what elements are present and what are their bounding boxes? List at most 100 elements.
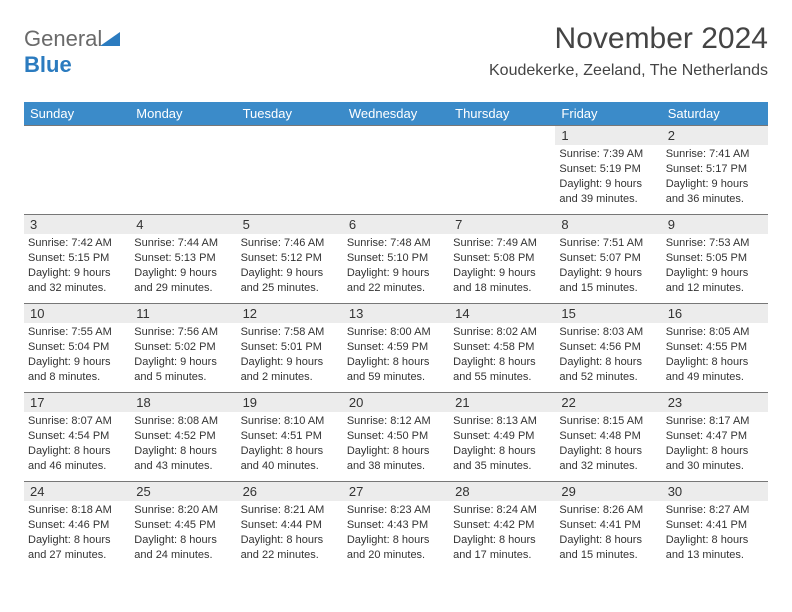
sunrise-text: Sunrise: 8:18 AM bbox=[28, 503, 126, 518]
sunrise-text: Sunrise: 7:56 AM bbox=[134, 325, 232, 340]
calendar-cell: 20Sunrise: 8:12 AMSunset: 4:50 PMDayligh… bbox=[343, 393, 449, 481]
calendar-cell: 30Sunrise: 8:27 AMSunset: 4:41 PMDayligh… bbox=[662, 482, 768, 570]
sunrise-text: Sunrise: 8:05 AM bbox=[666, 325, 764, 340]
day-number: 6 bbox=[343, 215, 449, 234]
calendar-cell: 18Sunrise: 8:08 AMSunset: 4:52 PMDayligh… bbox=[130, 393, 236, 481]
calendar-cell: 11Sunrise: 7:56 AMSunset: 5:02 PMDayligh… bbox=[130, 304, 236, 392]
sunset-text: Sunset: 5:08 PM bbox=[453, 251, 551, 266]
location-subtitle: Koudekerke, Zeeland, The Netherlands bbox=[489, 62, 768, 80]
sunset-text: Sunset: 4:58 PM bbox=[453, 340, 551, 355]
brand-logo: General Blue bbox=[24, 26, 120, 78]
daylight-text: Daylight: 8 hours and 17 minutes. bbox=[453, 533, 551, 563]
day-details: Sunrise: 7:41 AMSunset: 5:17 PMDaylight:… bbox=[662, 145, 768, 210]
day-number: 4 bbox=[130, 215, 236, 234]
day-number: 8 bbox=[555, 215, 661, 234]
sunrise-text: Sunrise: 8:23 AM bbox=[347, 503, 445, 518]
sunset-text: Sunset: 4:44 PM bbox=[241, 518, 339, 533]
daylight-text: Daylight: 8 hours and 24 minutes. bbox=[134, 533, 232, 563]
day-details: Sunrise: 7:39 AMSunset: 5:19 PMDaylight:… bbox=[555, 145, 661, 210]
calendar-cell: 10Sunrise: 7:55 AMSunset: 5:04 PMDayligh… bbox=[24, 304, 130, 392]
day-details: Sunrise: 7:53 AMSunset: 5:05 PMDaylight:… bbox=[662, 234, 768, 299]
calendar-cell: 3Sunrise: 7:42 AMSunset: 5:15 PMDaylight… bbox=[24, 215, 130, 303]
sunset-text: Sunset: 4:43 PM bbox=[347, 518, 445, 533]
calendar-cell: 4 Sunrise: 7:44 AMSunset: 5:13 PMDaylight… bbox=[130, 215, 236, 303]
sunset-text: Sunset: 5:19 PM bbox=[559, 162, 657, 177]
day-details: Sunrise: 8:13 AMSunset: 4:49 PMDaylight:… bbox=[449, 412, 555, 477]
dow-label: Saturday bbox=[662, 102, 768, 125]
day-details: Sunrise: 8:12 AMSunset: 4:50 PMDaylight:… bbox=[343, 412, 449, 477]
daylight-text: Daylight: 9 hours and 12 minutes. bbox=[666, 266, 764, 296]
daylight-text: Daylight: 8 hours and 32 minutes. bbox=[559, 444, 657, 474]
sunrise-text: Sunrise: 8:13 AM bbox=[453, 414, 551, 429]
sunset-text: Sunset: 5:15 PM bbox=[28, 251, 126, 266]
calendar-cell-empty bbox=[130, 126, 236, 214]
calendar-cell: 6 Sunrise: 7:48 AMSunset: 5:10 PMDaylight… bbox=[343, 215, 449, 303]
sunrise-text: Sunrise: 8:10 AM bbox=[241, 414, 339, 429]
calendar-cell: 15Sunrise: 8:03 AMSunset: 4:56 PMDayligh… bbox=[555, 304, 661, 392]
daylight-text: Daylight: 8 hours and 35 minutes. bbox=[453, 444, 551, 474]
daylight-text: Daylight: 8 hours and 52 minutes. bbox=[559, 355, 657, 385]
sunset-text: Sunset: 5:12 PM bbox=[241, 251, 339, 266]
day-number: 3 bbox=[24, 215, 130, 234]
day-number: 22 bbox=[555, 393, 661, 412]
calendar-cell: 1Sunrise: 7:39 AMSunset: 5:19 PMDaylight… bbox=[555, 126, 661, 214]
day-details: Sunrise: 8:23 AMSunset: 4:43 PMDaylight:… bbox=[343, 501, 449, 566]
day-number: 16 bbox=[662, 304, 768, 323]
day-details: Sunrise: 7:49 AMSunset: 5:08 PMDaylight:… bbox=[449, 234, 555, 299]
calendar-week: 17Sunrise: 8:07 AMSunset: 4:54 PMDayligh… bbox=[24, 392, 768, 481]
day-number: 5 bbox=[237, 215, 343, 234]
sunrise-text: Sunrise: 7:53 AM bbox=[666, 236, 764, 251]
sunrise-text: Sunrise: 7:48 AM bbox=[347, 236, 445, 251]
day-details: Sunrise: 8:07 AMSunset: 4:54 PMDaylight:… bbox=[24, 412, 130, 477]
sunrise-text: Sunrise: 7:44 AM bbox=[134, 236, 232, 251]
day-number: 28 bbox=[449, 482, 555, 501]
day-number: 29 bbox=[555, 482, 661, 501]
sunset-text: Sunset: 4:52 PM bbox=[134, 429, 232, 444]
sunrise-text: Sunrise: 7:58 AM bbox=[241, 325, 339, 340]
calendar-week: 3Sunrise: 7:42 AMSunset: 5:15 PMDaylight… bbox=[24, 214, 768, 303]
daylight-text: Daylight: 9 hours and 15 minutes. bbox=[559, 266, 657, 296]
calendar-cell-empty bbox=[24, 126, 130, 214]
daylight-text: Daylight: 9 hours and 22 minutes. bbox=[347, 266, 445, 296]
day-number: 21 bbox=[449, 393, 555, 412]
day-number: 27 bbox=[343, 482, 449, 501]
dow-label: Tuesday bbox=[237, 102, 343, 125]
day-details: Sunrise: 8:27 AMSunset: 4:41 PMDaylight:… bbox=[662, 501, 768, 566]
calendar-weeks: 1Sunrise: 7:39 AMSunset: 5:19 PMDaylight… bbox=[24, 125, 768, 570]
daylight-text: Daylight: 8 hours and 27 minutes. bbox=[28, 533, 126, 563]
sunset-text: Sunset: 4:47 PM bbox=[666, 429, 764, 444]
calendar-cell: 12Sunrise: 7:58 AMSunset: 5:01 PMDayligh… bbox=[237, 304, 343, 392]
daylight-text: Daylight: 9 hours and 29 minutes. bbox=[134, 266, 232, 296]
daylight-text: Daylight: 9 hours and 18 minutes. bbox=[453, 266, 551, 296]
day-details: Sunrise: 8:18 AMSunset: 4:46 PMDaylight:… bbox=[24, 501, 130, 566]
calendar-cell: 25Sunrise: 8:20 AMSunset: 4:45 PMDayligh… bbox=[130, 482, 236, 570]
calendar-cell: 29Sunrise: 8:26 AMSunset: 4:41 PMDayligh… bbox=[555, 482, 661, 570]
calendar-week: 24Sunrise: 8:18 AMSunset: 4:46 PMDayligh… bbox=[24, 481, 768, 570]
day-number: 17 bbox=[24, 393, 130, 412]
day-details: Sunrise: 8:21 AMSunset: 4:44 PMDaylight:… bbox=[237, 501, 343, 566]
day-number: 7 bbox=[449, 215, 555, 234]
sunset-text: Sunset: 5:10 PM bbox=[347, 251, 445, 266]
calendar-cell-empty bbox=[237, 126, 343, 214]
day-of-week-header: SundayMondayTuesdayWednesdayThursdayFrid… bbox=[24, 102, 768, 125]
sunset-text: Sunset: 5:02 PM bbox=[134, 340, 232, 355]
sunrise-text: Sunrise: 8:17 AM bbox=[666, 414, 764, 429]
calendar-cell: 2Sunrise: 7:41 AMSunset: 5:17 PMDaylight… bbox=[662, 126, 768, 214]
daylight-text: Daylight: 9 hours and 8 minutes. bbox=[28, 355, 126, 385]
sunset-text: Sunset: 5:13 PM bbox=[134, 251, 232, 266]
calendar-week: 10Sunrise: 7:55 AMSunset: 5:04 PMDayligh… bbox=[24, 303, 768, 392]
calendar-cell: 28Sunrise: 8:24 AMSunset: 4:42 PMDayligh… bbox=[449, 482, 555, 570]
day-number: 20 bbox=[343, 393, 449, 412]
sunset-text: Sunset: 5:17 PM bbox=[666, 162, 764, 177]
dow-label: Sunday bbox=[24, 102, 130, 125]
dow-label: Monday bbox=[130, 102, 236, 125]
day-number: 10 bbox=[24, 304, 130, 323]
sunrise-text: Sunrise: 8:26 AM bbox=[559, 503, 657, 518]
sunset-text: Sunset: 4:41 PM bbox=[559, 518, 657, 533]
day-details: Sunrise: 8:24 AMSunset: 4:42 PMDaylight:… bbox=[449, 501, 555, 566]
calendar-cell: 24Sunrise: 8:18 AMSunset: 4:46 PMDayligh… bbox=[24, 482, 130, 570]
sunset-text: Sunset: 5:05 PM bbox=[666, 251, 764, 266]
calendar-week: 1Sunrise: 7:39 AMSunset: 5:19 PMDaylight… bbox=[24, 125, 768, 214]
sunset-text: Sunset: 4:50 PM bbox=[347, 429, 445, 444]
logo-text-2: Blue bbox=[24, 52, 72, 77]
